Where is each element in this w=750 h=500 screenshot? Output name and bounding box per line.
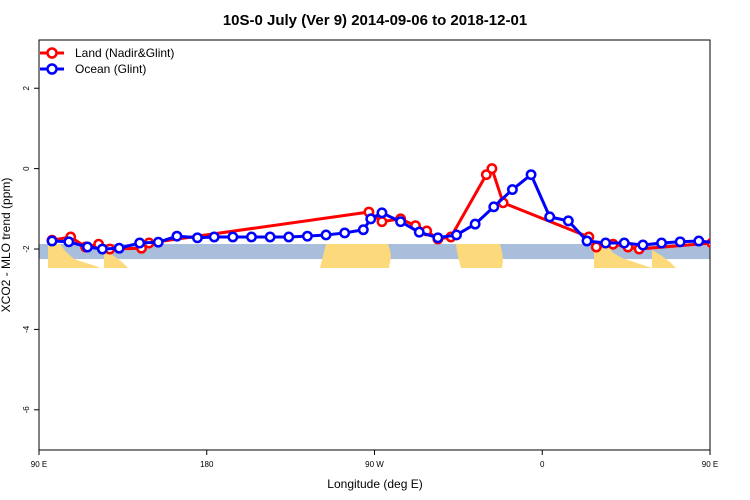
land-shape-south-america [320,244,391,268]
y-tick-label-1: 0 [22,166,31,171]
chart-title: 10S-0 July (Ver 9) 2014-09-06 to 2018-12… [223,12,527,29]
y-axis-label: XCO2 - MLO trend (ppm) [0,178,13,313]
series-1-point-0 [46,235,58,247]
series-1-point-14 [301,230,313,242]
legend-label-ocean: Ocean (Glint) [75,62,146,76]
series-1-point-32 [618,237,630,249]
series-0-point-18 [590,241,602,253]
series-1-point-31 [600,237,612,249]
land-shape-australia-east [104,250,128,268]
legend-marker-land [46,47,58,59]
series-1-point-8 [191,232,203,244]
x-axis-label: Longitude (deg E) [327,477,422,491]
series-1-point-17 [357,224,369,236]
series-1-point-1 [63,236,75,248]
series-1-point-26 [506,184,518,195]
y-axis: 2 0 -2 -4 -6 [22,85,39,413]
series-1-point-13 [283,231,295,243]
series-1-point-23 [451,229,462,241]
series-1-point-20 [395,216,407,228]
series-1-point-2 [82,241,93,253]
series-1-point-11 [246,231,257,243]
series-1-point-15 [320,229,332,241]
series-1-point-5 [134,237,146,249]
series-1-point-7 [171,230,183,242]
land-shape-australia-west-2 [594,244,652,268]
series-1-point-30 [581,235,593,247]
y-tick-label-0: 2 [22,85,31,90]
series-1-point-16 [339,227,351,239]
series-1-point-21 [413,226,425,238]
series-0-point-23 [726,234,734,242]
y-tick-label-3: -4 [22,325,31,333]
x-tick-label-0: 90 E [31,460,47,469]
x-tick-label-4: 90 E [702,460,718,469]
land-shapes [48,244,676,268]
y-tick-label-2: -2 [22,245,31,253]
series-1-point-18 [365,213,377,225]
series-1-point-38 [732,242,740,250]
land-shape-africa [456,244,503,268]
series-1-point-12 [264,231,276,243]
land-shape-australia-east-2 [652,250,676,268]
series-1-point-33 [637,239,649,251]
legend: Land (Nadir&Glint) Ocean (Glint) [40,46,174,76]
series-1-point-37 [713,239,721,247]
legend-marker-ocean [46,63,58,75]
x-tick-label-3: 0 [540,460,545,469]
series-1-point-27 [525,169,537,181]
series-1-point-29 [562,215,574,227]
series-1-point-34 [656,237,667,249]
land-shape-australia-west [48,244,100,268]
series-1-point-36 [693,235,705,247]
x-tick-label-1: 180 [200,460,214,469]
series-1-point-22 [432,232,444,244]
series-1-point-9 [208,231,220,243]
land-ocean-band [39,244,710,268]
series-1-point-28 [544,211,556,223]
series-1-point-4 [113,242,125,254]
x-axis: 90 E 180 90 W 0 90 E [31,450,718,469]
series-0-point-8 [376,216,388,228]
series-1-point-35 [674,236,686,248]
series-1-point-6 [152,236,164,248]
series-1-point-24 [469,218,481,230]
series-1-point-10 [227,231,239,243]
y-tick-label-4: -6 [22,406,31,414]
series-layer [46,163,744,255]
series-1-point-25 [488,201,500,213]
series-0-point-15 [486,163,498,175]
series-0-point-24 [736,237,744,245]
x-tick-label-2: 90 W [365,460,384,469]
series-line-0 [51,167,710,251]
legend-label-land: Land (Nadir&Glint) [75,46,174,60]
series-1-point-19 [376,207,388,219]
series-1-point-3 [96,243,108,255]
